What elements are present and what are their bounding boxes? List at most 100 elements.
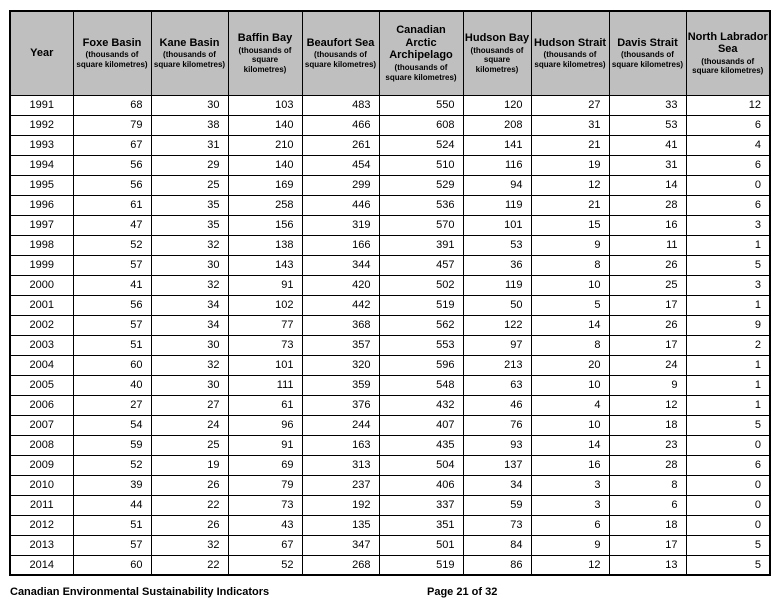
value-cell: 368 [301, 314, 380, 336]
value-cell: 35 [150, 194, 229, 216]
value-cell: 94 [462, 174, 532, 196]
value-cell: 4 [685, 134, 771, 156]
table-row: 1992 79 38 140 466 608 208 31 53 6 [9, 114, 771, 136]
value-cell: 6 [685, 194, 771, 216]
value-cell: 0 [685, 174, 771, 196]
value-cell: 63 [462, 374, 532, 396]
column-title: Davis Strait [617, 36, 678, 49]
value-cell: 24 [150, 414, 229, 436]
column-unit-subtitle: (thousands of square kilometres) [238, 45, 292, 74]
value-cell: 454 [301, 154, 380, 176]
year-cell: 2003 [9, 334, 74, 356]
column-title: North Labrador Sea [687, 30, 768, 56]
value-cell: 54 [72, 414, 152, 436]
value-cell: 19 [530, 154, 610, 176]
year-cell: 1992 [9, 114, 74, 136]
value-cell: 141 [462, 134, 532, 156]
value-cell: 6 [608, 494, 687, 516]
value-cell: 50 [462, 294, 532, 316]
value-cell: 357 [301, 334, 380, 356]
value-cell: 30 [150, 94, 229, 116]
value-cell: 435 [378, 434, 464, 456]
table-row: 2002 57 34 77 368 562 122 14 26 9 [9, 314, 771, 336]
table-row: 2001 56 34 102 442 519 50 5 17 1 [9, 294, 771, 316]
value-cell: 5 [685, 414, 771, 436]
value-cell: 14 [530, 314, 610, 336]
value-cell: 31 [150, 134, 229, 156]
value-cell: 10 [530, 374, 610, 396]
value-cell: 344 [301, 254, 380, 276]
value-cell: 519 [378, 294, 464, 316]
table-row: 2012 51 26 43 135 351 73 6 18 0 [9, 514, 771, 536]
value-cell: 6 [685, 454, 771, 476]
value-cell: 96 [227, 414, 303, 436]
column-title: Baffin Bay [237, 32, 293, 45]
value-cell: 14 [608, 174, 687, 196]
value-cell: 111 [227, 374, 303, 396]
value-cell: 61 [72, 194, 152, 216]
table-row: 1997 47 35 156 319 570 101 15 16 3 [9, 214, 771, 236]
column-header-1: Foxe Basin (thousands of square kilometre… [72, 10, 152, 96]
value-cell: 27 [530, 94, 610, 116]
value-cell: 8 [530, 334, 610, 356]
value-cell: 258 [227, 194, 303, 216]
table-row: 1999 57 30 143 344 457 36 8 26 5 [9, 254, 771, 276]
value-cell: 213 [462, 354, 532, 376]
column-title: Canadian Arctic Archipelago [389, 24, 453, 62]
value-cell: 27 [72, 394, 152, 416]
year-cell: 1993 [9, 134, 74, 156]
value-cell: 17 [608, 534, 687, 556]
value-cell: 46 [462, 394, 532, 416]
value-cell: 156 [227, 214, 303, 236]
value-cell: 524 [378, 134, 464, 156]
value-cell: 420 [301, 274, 380, 296]
column-header-6: Hudson Bay (thousands of square kilometre… [462, 10, 532, 96]
year-cell: 1999 [9, 254, 74, 276]
value-cell: 407 [378, 414, 464, 436]
value-cell: 9 [530, 234, 610, 256]
value-cell: 5 [685, 534, 771, 556]
value-cell: 347 [301, 534, 380, 556]
value-cell: 56 [72, 174, 152, 196]
value-cell: 6 [530, 514, 610, 536]
table-row: 2006 27 27 61 376 432 46 4 12 1 [9, 394, 771, 416]
column-unit-subtitle: (thousands of square kilometres) [76, 50, 148, 70]
value-cell: 501 [378, 534, 464, 556]
value-cell: 34 [150, 314, 229, 336]
year-cell: 2008 [9, 434, 74, 456]
value-cell: 1 [685, 374, 771, 396]
value-cell: 2 [685, 334, 771, 356]
value-cell: 0 [685, 514, 771, 536]
value-cell: 208 [462, 114, 532, 136]
value-cell: 550 [378, 94, 464, 116]
table-row: 2009 52 19 69 313 504 137 16 28 6 [9, 454, 771, 476]
sea-ice-area-table: Year Foxe Basin (thousands of square kilom… [9, 10, 771, 576]
value-cell: 16 [530, 454, 610, 476]
value-cell: 10 [530, 414, 610, 436]
table-row: 2008 59 25 91 163 435 93 14 23 0 [9, 434, 771, 456]
value-cell: 18 [608, 414, 687, 436]
year-cell: 1997 [9, 214, 74, 236]
value-cell: 137 [462, 454, 532, 476]
value-cell: 237 [301, 474, 380, 496]
value-cell: 52 [72, 454, 152, 476]
year-cell: 2013 [9, 534, 74, 556]
value-cell: 32 [150, 534, 229, 556]
value-cell: 44 [72, 494, 152, 516]
value-cell: 483 [301, 94, 380, 116]
value-cell: 13 [608, 554, 687, 576]
value-cell: 56 [72, 294, 152, 316]
value-cell: 1 [685, 394, 771, 416]
value-cell: 61 [227, 394, 303, 416]
table-row: 2007 54 24 96 244 407 76 10 18 5 [9, 414, 771, 436]
value-cell: 25 [150, 174, 229, 196]
value-cell: 79 [72, 114, 152, 136]
value-cell: 608 [378, 114, 464, 136]
value-cell: 21 [530, 134, 610, 156]
value-cell: 26 [608, 254, 687, 276]
year-cell: 2000 [9, 274, 74, 296]
year-cell: 2007 [9, 414, 74, 436]
value-cell: 31 [608, 154, 687, 176]
table-row: 1994 56 29 140 454 510 116 19 31 6 [9, 154, 771, 176]
footer-page-number: Page 21 of 32 [427, 586, 498, 598]
